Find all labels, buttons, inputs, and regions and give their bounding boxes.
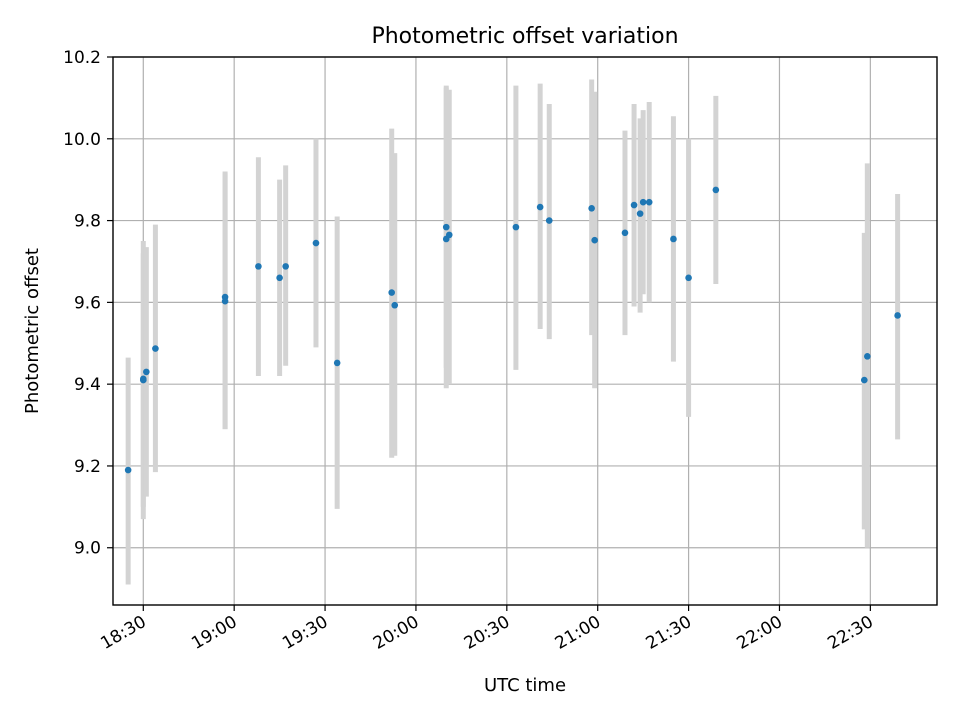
x-tick-label: 22:30 <box>824 612 876 654</box>
data-point <box>545 217 553 224</box>
x-tick-label: 20:30 <box>461 612 513 654</box>
data-point <box>536 203 544 211</box>
data-point <box>591 236 598 244</box>
data-point <box>221 297 229 305</box>
x-tick-label: 18:30 <box>97 612 149 654</box>
y-tick-label: 10.2 <box>63 48 101 68</box>
y-axis-label: Photometric offset <box>22 248 43 414</box>
data-point <box>442 223 450 231</box>
plot-frame <box>112 56 938 606</box>
data-point <box>388 289 396 296</box>
data-point <box>512 223 520 231</box>
x-tick-label: 20:00 <box>370 612 422 654</box>
x-tick-label: 19:00 <box>188 612 240 654</box>
x-tick-label: 22:00 <box>734 612 786 654</box>
data-point <box>282 263 289 270</box>
y-tick-label: 9.4 <box>74 375 101 395</box>
y-tick-label: 9.2 <box>74 457 101 477</box>
data-point <box>445 231 453 239</box>
grid-layer <box>113 56 937 605</box>
x-tick-label: 21:30 <box>643 612 695 654</box>
x-tick-label: 21:00 <box>552 612 604 654</box>
x-tick-label: 19:30 <box>279 612 331 654</box>
data-point <box>645 198 653 206</box>
point-layer <box>124 186 901 474</box>
data-point <box>152 345 159 352</box>
data-point <box>588 205 595 212</box>
chart-title: Photometric offset variation <box>371 24 678 49</box>
data-point <box>312 239 320 247</box>
data-point <box>143 368 150 376</box>
data-point <box>639 198 647 206</box>
y-tick-label: 9.6 <box>74 293 101 313</box>
data-point <box>139 375 147 383</box>
data-point <box>276 274 283 282</box>
data-point <box>333 359 341 367</box>
data-point <box>621 229 629 237</box>
x-axis-label: UTC time <box>484 675 566 696</box>
data-point <box>864 353 871 360</box>
y-tick-label: 10.0 <box>63 130 101 150</box>
error-bar-layer <box>125 79 901 585</box>
data-point <box>636 210 644 217</box>
data-point <box>391 301 399 309</box>
y-tick-label: 9.8 <box>74 212 101 232</box>
data-point <box>630 201 638 209</box>
data-point <box>712 186 720 194</box>
data-point <box>894 312 901 319</box>
data-point <box>670 235 677 243</box>
data-point <box>124 466 132 474</box>
data-point <box>860 376 868 384</box>
data-point <box>685 274 692 282</box>
data-point <box>255 263 262 270</box>
y-tick-label: 9.0 <box>74 539 101 559</box>
